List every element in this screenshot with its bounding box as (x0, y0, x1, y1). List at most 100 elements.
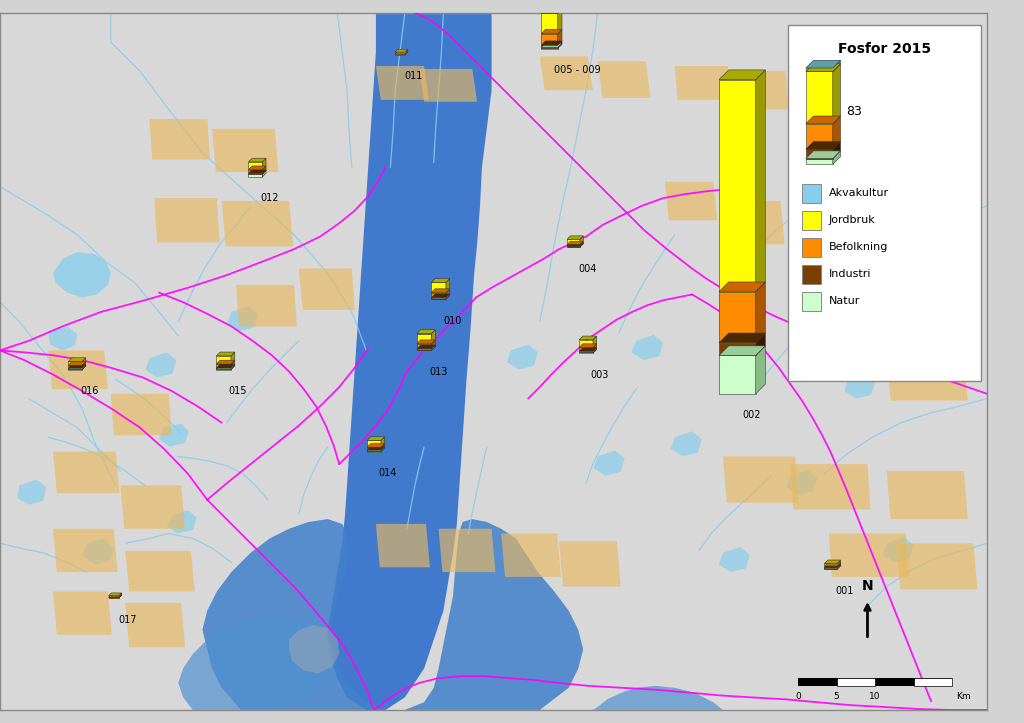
Polygon shape (431, 278, 450, 283)
Polygon shape (719, 325, 750, 351)
Bar (806, 149, 833, 158)
Polygon shape (82, 364, 86, 369)
Bar (806, 68, 833, 72)
Polygon shape (887, 230, 968, 271)
Polygon shape (145, 352, 176, 377)
Polygon shape (558, 43, 562, 48)
Polygon shape (828, 534, 909, 577)
Polygon shape (109, 594, 122, 597)
Text: 003: 003 (591, 369, 609, 380)
Text: 011: 011 (404, 71, 423, 81)
Polygon shape (53, 591, 112, 635)
Text: 002: 002 (742, 410, 761, 420)
Text: Akvakultur: Akvakultur (828, 188, 889, 198)
Polygon shape (665, 181, 717, 221)
Bar (802, 210, 821, 230)
Polygon shape (887, 358, 968, 401)
Bar (367, 450, 381, 451)
Bar (806, 158, 833, 164)
Bar (837, 678, 876, 686)
Polygon shape (838, 562, 841, 568)
Bar (541, 13, 558, 34)
Polygon shape (262, 158, 266, 170)
Bar (798, 678, 952, 686)
Polygon shape (53, 252, 111, 297)
Polygon shape (395, 49, 408, 52)
Polygon shape (431, 346, 435, 351)
Polygon shape (791, 464, 870, 510)
Polygon shape (69, 366, 86, 369)
Polygon shape (558, 5, 562, 13)
Polygon shape (438, 529, 496, 572)
Polygon shape (227, 306, 258, 331)
Polygon shape (593, 686, 723, 710)
Polygon shape (431, 330, 435, 343)
Bar (567, 244, 580, 247)
Polygon shape (119, 593, 122, 597)
Polygon shape (593, 348, 597, 354)
Polygon shape (445, 295, 450, 299)
Polygon shape (109, 595, 122, 598)
Polygon shape (119, 594, 122, 598)
Polygon shape (828, 322, 900, 368)
Polygon shape (167, 510, 197, 534)
Polygon shape (756, 346, 765, 394)
Bar (913, 678, 952, 686)
Polygon shape (806, 64, 841, 72)
Polygon shape (719, 282, 765, 291)
Polygon shape (580, 241, 584, 247)
Polygon shape (719, 547, 750, 572)
Polygon shape (580, 236, 584, 244)
Polygon shape (83, 539, 114, 565)
Polygon shape (417, 345, 435, 349)
Polygon shape (541, 9, 562, 13)
Polygon shape (824, 562, 841, 566)
Polygon shape (887, 471, 968, 519)
Text: 014: 014 (379, 468, 397, 478)
Polygon shape (579, 348, 597, 351)
Bar (249, 174, 262, 177)
Polygon shape (431, 295, 450, 299)
Text: Befolkning: Befolkning (828, 242, 888, 252)
Polygon shape (824, 565, 841, 568)
Text: Natur: Natur (828, 296, 860, 307)
Polygon shape (82, 366, 86, 369)
Polygon shape (541, 30, 562, 34)
Text: 0: 0 (796, 692, 801, 701)
Bar (719, 343, 756, 356)
Text: Fosfor 2015: Fosfor 2015 (839, 42, 932, 56)
Text: 012: 012 (260, 193, 279, 203)
Bar (216, 356, 231, 364)
Polygon shape (395, 51, 408, 54)
Polygon shape (212, 129, 279, 172)
Polygon shape (598, 61, 650, 98)
Polygon shape (806, 151, 841, 158)
Bar (579, 351, 593, 352)
Polygon shape (48, 351, 108, 389)
Polygon shape (381, 448, 385, 452)
Polygon shape (376, 66, 429, 100)
Polygon shape (417, 340, 435, 343)
Polygon shape (833, 116, 841, 149)
Polygon shape (159, 424, 188, 447)
Polygon shape (445, 294, 450, 299)
Polygon shape (17, 479, 46, 505)
Polygon shape (838, 565, 841, 569)
Bar (395, 52, 406, 54)
Polygon shape (150, 119, 210, 160)
Polygon shape (558, 41, 562, 48)
Bar (109, 596, 119, 597)
Polygon shape (732, 71, 788, 109)
Polygon shape (231, 364, 234, 369)
Polygon shape (125, 551, 195, 591)
Polygon shape (723, 456, 798, 502)
Polygon shape (121, 485, 185, 529)
Polygon shape (262, 171, 266, 177)
Polygon shape (883, 537, 913, 562)
Polygon shape (406, 51, 408, 54)
Polygon shape (221, 201, 293, 247)
Polygon shape (671, 432, 701, 456)
Bar (541, 34, 558, 46)
Polygon shape (632, 335, 664, 360)
Polygon shape (445, 288, 450, 298)
